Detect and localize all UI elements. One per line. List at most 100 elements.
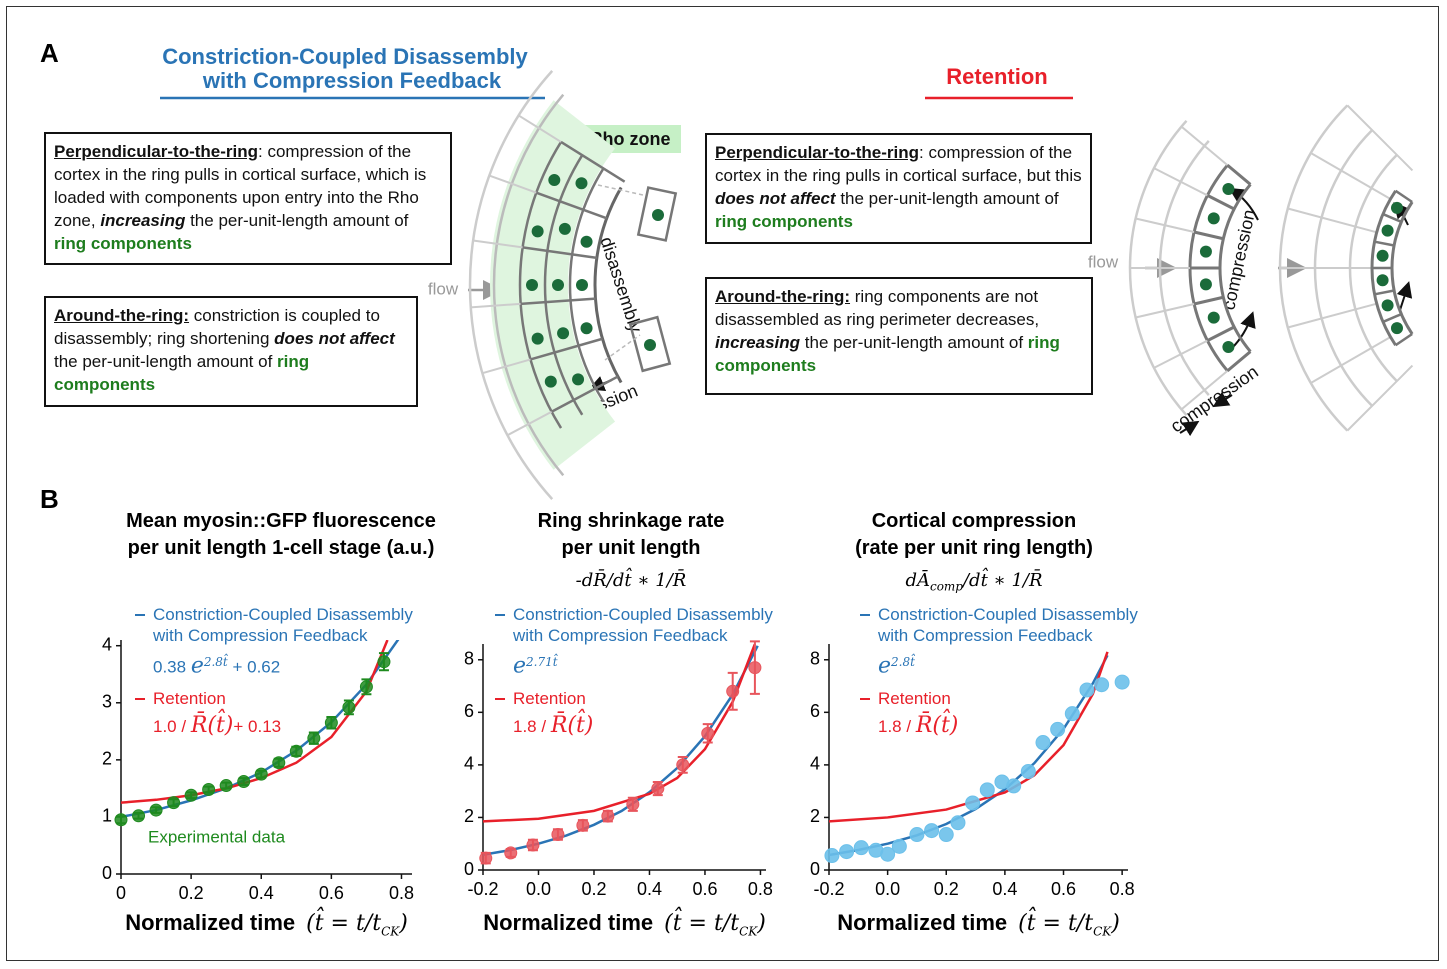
data-point — [479, 851, 493, 865]
formula-part: R̄(t̂) — [915, 712, 959, 738]
left-title-2: with Compression Feedback — [202, 68, 502, 93]
box-text: Perpendicular-to-the-ring — [54, 142, 259, 161]
radial-line — [1374, 289, 1395, 296]
radial-line — [1346, 364, 1414, 432]
legend-entry: Constriction-Coupled Disassembly with Co… — [495, 604, 793, 646]
box-text: Perpendicular-to-the-ring — [715, 143, 920, 162]
component-dot — [1381, 224, 1394, 237]
radial-line — [1180, 370, 1229, 411]
chart-subtitle: -dR̄/dt̂ ∗ 1/R̄ — [441, 570, 821, 591]
x-axis-label: Normalized time (t̂ = t/tCK) — [415, 910, 835, 938]
component-dot — [531, 332, 544, 345]
x-axis-formula: (t̂ = t/tCK) — [306, 911, 408, 938]
radial-line — [1153, 339, 1208, 369]
component-dot — [1390, 201, 1403, 214]
x-tick-label: 0.4 — [992, 879, 1017, 899]
data-point — [853, 840, 869, 856]
x-tick-label: 0.6 — [692, 879, 717, 899]
box-text: ring components are not disassembled as … — [715, 287, 1040, 329]
formula-part: R̄(t̂) — [550, 712, 594, 738]
formula-part: (t̂ = t/t — [664, 911, 740, 936]
y-tick-label: 2 — [810, 806, 820, 826]
component-dot — [1222, 340, 1235, 353]
text-box: Perpendicular-to-the-ring: compression o… — [705, 133, 1092, 244]
y-tick-label: 1 — [102, 806, 112, 826]
y-tick-label: 4 — [810, 754, 820, 774]
component-dot — [558, 222, 571, 235]
component-dot — [552, 279, 564, 291]
formula-part: e — [878, 653, 892, 679]
data-point — [1094, 677, 1110, 693]
formula-part: ) — [399, 911, 408, 936]
flow-label: flow — [428, 279, 459, 298]
radial-line — [1287, 207, 1377, 234]
data-point — [701, 726, 715, 740]
radial-line — [1153, 167, 1208, 197]
box-text: the per-unit-length amount of — [54, 352, 278, 371]
formula-part: R̄(t̂) — [190, 712, 234, 738]
arc — [468, 70, 554, 500]
component-dot — [580, 322, 593, 335]
box-text: the per-unit-length amount of — [185, 211, 409, 230]
x-tick-label: 0.8 — [1110, 879, 1135, 899]
formula-part: + 0.13 — [233, 716, 282, 736]
box-text: the per-unit-length amount of — [835, 189, 1059, 208]
legend-swatch — [860, 614, 870, 616]
data-point — [1035, 735, 1051, 751]
data-point — [938, 827, 954, 843]
compression-arrow — [1228, 187, 1259, 221]
data-point — [1114, 674, 1130, 690]
legend-formula: 0.38 e2.8t̂ + 0.62 — [153, 652, 433, 678]
component-dot — [1199, 278, 1212, 291]
formula-part: (t̂ = t/t — [306, 911, 382, 936]
radial-line — [1135, 303, 1195, 319]
data-point — [950, 815, 966, 831]
data-point — [891, 838, 907, 854]
component-dot — [1207, 311, 1220, 324]
formula-part: dĀ — [905, 570, 930, 591]
formula-part: 0.38 — [153, 657, 191, 677]
legend-swatch — [495, 697, 505, 700]
x-tick-label: -0.2 — [813, 879, 844, 899]
radial-line — [1382, 212, 1402, 224]
radial-line — [518, 114, 562, 143]
component-dot — [1376, 249, 1389, 262]
x-tick-label: -0.2 — [467, 879, 498, 899]
component-dot — [572, 373, 585, 386]
radial-line — [1193, 230, 1224, 241]
chart-subtitle: dĀcomp/dt̂ ∗ 1/R̄ — [784, 570, 1164, 594]
radial-line — [1310, 336, 1391, 384]
x-axis-label: Normalized time (t̂ = t/tCK) — [769, 910, 1189, 938]
data-point — [924, 823, 940, 839]
data-point — [342, 700, 356, 714]
formula-part: 2.8t̂ — [203, 655, 228, 669]
y-tick-label: 0 — [102, 863, 112, 883]
panel-label: B — [40, 484, 59, 514]
box-text: Around-the-ring: — [715, 287, 851, 306]
chart-title-line: per unit length — [561, 537, 701, 559]
formula-part: e — [513, 653, 527, 679]
compression-label: compression — [1167, 362, 1262, 437]
data-point — [114, 813, 128, 827]
formula-part: 1.8 / — [878, 716, 916, 736]
box-text: : compression of the cortex in the ring … — [54, 142, 427, 230]
data-point — [377, 655, 391, 669]
compression-arrow — [1179, 420, 1200, 437]
radial-line — [506, 410, 553, 437]
y-tick-label: 3 — [102, 692, 112, 712]
data-point — [909, 827, 925, 843]
arc — [1390, 201, 1414, 335]
text-box: Around-the-ring: constriction is coupled… — [44, 296, 418, 407]
data-point — [1050, 721, 1066, 737]
box-text: the per-unit-length amount of — [800, 333, 1028, 352]
data-point — [880, 846, 896, 862]
dashed-guide — [604, 334, 641, 361]
legend-formula: e2.71t̂ — [513, 652, 793, 678]
legend-label: Constriction-Coupled Disassembly with Co… — [513, 605, 773, 645]
legend-swatch — [135, 697, 145, 700]
data-label: Experimental data — [148, 827, 286, 846]
legend-swatch — [135, 614, 145, 616]
component-dot — [557, 327, 570, 340]
